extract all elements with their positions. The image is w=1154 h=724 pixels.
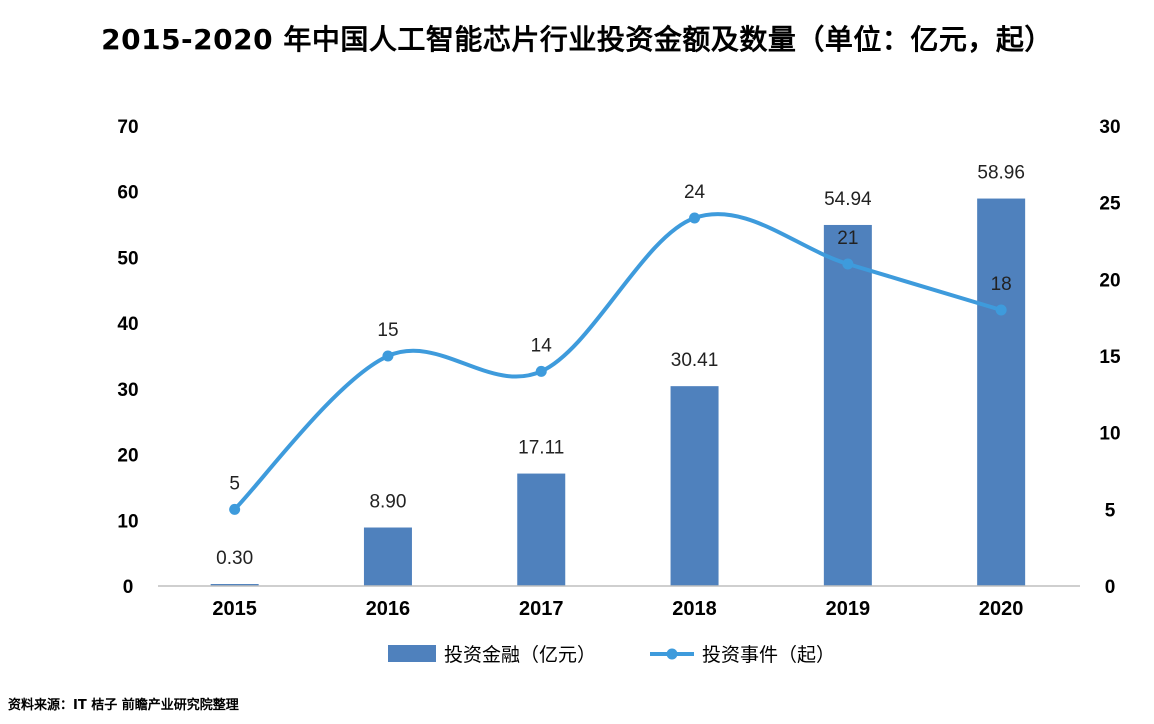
legend-bar-swatch [388,645,436,662]
line-point [689,212,701,224]
left-tick-label: 50 [117,248,138,269]
right-tick-label: 25 [1099,194,1121,215]
right-tick-label: 5 [1105,500,1116,521]
bar-value-label: 30.41 [671,350,719,371]
left-tick-label: 60 [117,183,138,204]
legend-bar-label: 投资金融（亿元） [444,644,596,666]
bar-value-label: 8.90 [369,492,406,513]
line-point [535,365,547,377]
category-tick-label: 2017 [519,598,564,620]
line-value-label: 24 [684,182,706,203]
line-value-label: 21 [837,228,858,249]
left-axis-ticks: 0 10 20 30 40 50 60 70 [117,117,138,598]
line-value-label: 5 [229,473,240,494]
source-note: 资料来源：IT 桔子 前瞻产业研究院整理 [8,698,239,713]
bar [977,198,1026,586]
line-value-label: 18 [991,274,1012,295]
legend: 投资金融（亿元） 投资事件（起） [388,644,835,666]
category-tick-label: 2016 [366,598,411,620]
bar [210,584,259,586]
line-value-label: 14 [531,335,553,356]
category-tick-label: 2015 [212,598,257,620]
line-point [842,258,854,270]
bar [517,473,566,586]
line-data-labels: 5 15 14 24 21 18 [229,182,1011,494]
left-tick-label: 20 [117,446,138,467]
category-tick-label: 2018 [672,598,717,620]
bar [823,224,872,587]
legend-line-label: 投资事件（起） [702,644,835,666]
line-points [229,212,1007,515]
line-series [233,212,1002,511]
line-point [382,350,394,362]
left-tick-label: 70 [117,117,138,138]
bar-value-label: 58.96 [977,163,1025,184]
right-tick-label: 15 [1099,347,1121,368]
line-value-label: 15 [377,320,398,341]
right-tick-label: 10 [1099,424,1120,445]
left-tick-label: 40 [117,314,138,335]
category-tick-label: 2020 [979,598,1024,620]
line-point [229,503,241,515]
bar-value-label: 54.94 [824,189,872,210]
left-tick-label: 0 [123,577,134,598]
bar-value-label: 17.11 [518,438,564,459]
line-point [995,304,1007,316]
chart-title: 2015-2020 年中国人工智能芯片行业投资金额及数量（单位：亿元，起） [101,23,1053,56]
right-tick-label: 0 [1105,577,1116,598]
bar-series [210,198,1026,587]
right-tick-label: 20 [1099,270,1120,291]
bar [363,527,412,586]
bar-data-labels: 0.30 8.90 17.11 30.41 54.94 58.96 [216,163,1025,569]
right-tick-label: 30 [1099,117,1120,138]
legend-line-marker [666,648,678,660]
left-tick-label: 30 [117,380,138,401]
left-tick-label: 10 [117,511,138,532]
right-axis-ticks: 0 5 10 15 20 25 30 [1099,117,1121,598]
bar-value-label: 0.30 [216,548,253,569]
category-ticks: 2015 2016 2017 2018 2019 2020 [212,598,1023,620]
category-tick-label: 2019 [826,598,871,620]
bar [670,386,719,586]
